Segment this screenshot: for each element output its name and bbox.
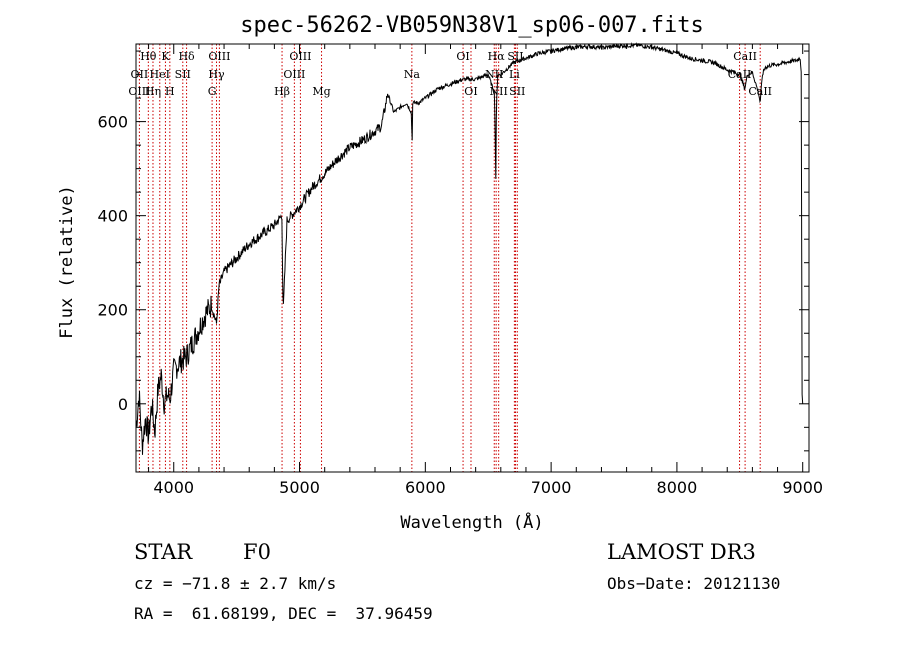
- line-label-top: SII: [507, 50, 523, 63]
- line-label-top: OIII: [208, 50, 230, 63]
- object-class: STAR: [134, 540, 193, 564]
- y-tick-label: 200: [97, 301, 128, 320]
- line-label-third: H: [165, 85, 175, 98]
- spectral-subclass: F0: [243, 540, 271, 564]
- line-label-top: Hθ: [140, 50, 157, 63]
- x-tick-label: 8000: [657, 478, 698, 497]
- line-label-third: Mg: [312, 85, 330, 98]
- spectrum-trace: [135, 41, 804, 455]
- line-label-third: OI: [464, 85, 477, 98]
- line-label-third: CaII: [748, 85, 772, 98]
- x-tick-label: 7000: [531, 478, 572, 497]
- chart-title: spec-56262-VB059N38V1_sp06-007.fits: [240, 13, 704, 38]
- line-label-second: SII: [175, 68, 191, 81]
- line-label-third: Hη: [145, 85, 161, 98]
- line-label-second: HeI: [150, 68, 170, 81]
- y-tick-label: 600: [97, 113, 128, 132]
- plot-frame: [135, 43, 810, 473]
- line-label-top: K: [161, 50, 170, 63]
- y-tick-label: 400: [97, 207, 128, 226]
- line-label-third: G: [208, 85, 217, 98]
- line-label-second: Hγ: [208, 68, 225, 81]
- sky-coordinates: RA = 61.68199, DEC = 37.96459: [134, 604, 433, 623]
- line-label-top: OI: [456, 50, 469, 63]
- line-label-second: OIII: [283, 68, 305, 81]
- line-label-top: Hδ: [178, 50, 195, 63]
- line-label-third: OIII: [128, 85, 150, 98]
- line-label-second: Li: [509, 68, 520, 81]
- observation-date: Obs−Date: 20121130: [607, 574, 781, 593]
- x-tick-label: 4000: [153, 478, 194, 497]
- line-label-top: Hα: [488, 50, 506, 63]
- redshift-velocity: cz = −71.8 ± 2.7 km/s: [134, 574, 337, 593]
- line-label-top: OIII: [289, 50, 311, 63]
- x-axis-label: Wavelength (Å): [400, 511, 543, 533]
- line-label-second: Na: [404, 68, 421, 81]
- y-axis-label: Flux (relative): [57, 185, 77, 339]
- line-label-second: OII: [131, 68, 149, 81]
- x-tick-label: 9000: [782, 478, 823, 497]
- x-tick-label: 6000: [405, 478, 446, 497]
- line-label-third: SII: [509, 85, 525, 98]
- y-tick-label: 0: [118, 395, 128, 414]
- line-label-top: CaII: [733, 50, 757, 63]
- line-label-third: Hβ: [274, 85, 290, 98]
- line-label-second: CaII: [728, 68, 752, 81]
- plot-area: 4000 5000 6000 7000 8000 9000 0 200 400 600 Hθ K Hδ O…: [97, 41, 823, 497]
- survey-name: LAMOST DR3: [607, 540, 756, 564]
- x-tick-label: 5000: [279, 478, 320, 497]
- line-label-third: NII: [490, 85, 508, 98]
- line-label-second: NII: [485, 68, 503, 81]
